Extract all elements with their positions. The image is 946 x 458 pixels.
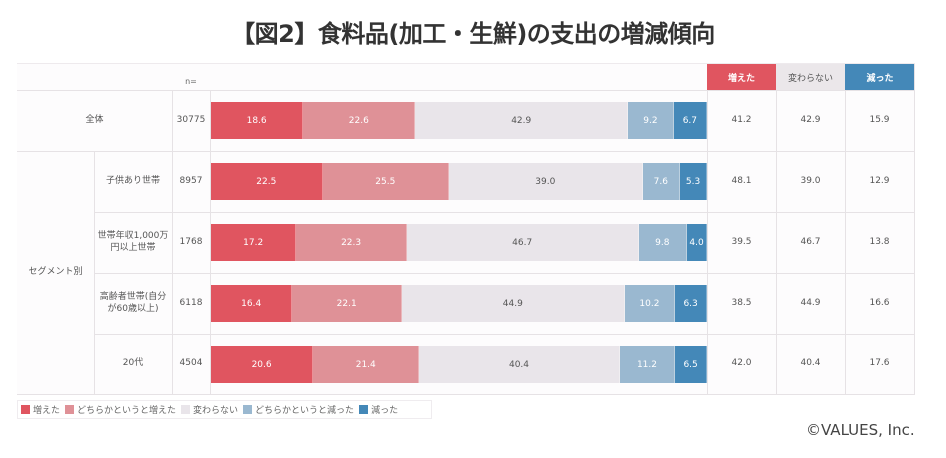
legend-swatch — [21, 405, 30, 414]
summary-header-increased: 増えた — [707, 64, 776, 90]
segment-unchanged: 46.7 — [406, 224, 639, 261]
summary-decreased: 15.9 — [869, 114, 890, 125]
segment-somewhat-decreased: 9.8 — [638, 224, 688, 261]
segment-increased: 16.4 — [211, 285, 293, 322]
row-label-line: 円以上世帯 — [110, 242, 156, 253]
legend-item-somewhat-decreased: どちらかというと減った — [243, 403, 354, 416]
stacked-bar: 22.5 25.5 39.0 7.6 5.3 — [211, 163, 707, 200]
summary-decreased: 17.6 — [869, 358, 890, 369]
summary-unchanged: 39.0 — [800, 175, 821, 186]
row-label-total: 全体 — [85, 114, 104, 125]
chart-table: n= 増えた 変わらない 減った 全体 30775 18.6 22.6 42.9… — [17, 63, 915, 395]
segment-decreased: 4.0 — [687, 224, 707, 261]
n-value: 8957 — [179, 175, 203, 186]
divider — [17, 90, 915, 91]
divider — [17, 394, 915, 395]
segment-decreased: 6.7 — [673, 102, 707, 139]
divider — [845, 90, 846, 395]
copyright-credit: ©VALUES, Inc. — [806, 421, 915, 439]
legend-label: 増えた — [33, 406, 61, 416]
segment-somewhat-increased: 21.4 — [313, 346, 420, 383]
segment-decreased: 6.5 — [675, 346, 707, 383]
legend-label: 減った — [371, 406, 399, 416]
row-label-line: 高齢者世帯(自分 — [99, 292, 167, 303]
divider — [17, 151, 915, 152]
summary-increased: 39.5 — [731, 236, 752, 247]
divider — [94, 273, 915, 274]
row-label-line: 世帯年収1,000万 — [97, 231, 169, 242]
summary-decreased: 12.9 — [869, 175, 890, 186]
summary-decreased: 13.8 — [869, 236, 890, 247]
legend: 増えた どちらかというと増えた 変わらない どちらかというと減った 減った — [17, 400, 432, 419]
segment-unchanged: 42.9 — [415, 102, 629, 139]
segment-somewhat-increased: 22.1 — [292, 285, 402, 322]
legend-label: 変わらない — [193, 406, 239, 416]
summary-increased: 38.5 — [731, 297, 752, 308]
stacked-bar: 16.4 22.1 44.9 10.2 6.3 — [211, 285, 707, 322]
segment-somewhat-increased: 25.5 — [322, 163, 450, 200]
n-value: 4504 — [179, 358, 203, 369]
stacked-bar: 18.6 22.6 42.9 9.2 6.7 — [211, 102, 707, 139]
segment-somewhat-increased: 22.6 — [303, 102, 416, 139]
row-label: 20代 — [122, 358, 144, 369]
row-label: 子供あり世帯 — [105, 175, 160, 186]
summary-header-decreased: 減った — [845, 64, 915, 90]
group-label-segment: セグメント別 — [28, 266, 83, 277]
legend-swatch — [359, 405, 369, 414]
segment-unchanged: 39.0 — [449, 163, 643, 200]
n-value: 6118 — [179, 297, 203, 308]
legend-item-unchanged: 変わらない — [181, 403, 238, 416]
segment-unchanged: 40.4 — [419, 346, 620, 383]
row-label: 高齢者世帯(自分 が60歳以上) — [94, 273, 172, 334]
summary-increased: 41.2 — [731, 114, 752, 125]
summary-decreased: 16.6 — [869, 297, 890, 308]
divider — [94, 212, 915, 213]
segment-increased: 18.6 — [211, 102, 304, 139]
segment-increased: 17.2 — [211, 224, 297, 261]
chart-title: 【図2】食料品(加工・生鮮)の支出の増減傾向 — [231, 20, 715, 48]
legend-label: どちらかというと増えた — [77, 406, 177, 416]
row-label: 世帯年収1,000万 円以上世帯 — [94, 212, 172, 273]
legend-swatch — [65, 405, 75, 414]
legend-item-somewhat-increased: どちらかというと増えた — [65, 403, 176, 416]
legend-swatch — [243, 405, 253, 414]
segment-decreased: 5.3 — [680, 163, 707, 200]
segment-somewhat-decreased: 11.2 — [619, 346, 676, 383]
segment-somewhat-increased: 22.3 — [296, 224, 407, 261]
segment-somewhat-decreased: 7.6 — [642, 163, 681, 200]
summary-unchanged: 40.4 — [800, 358, 821, 369]
divider — [914, 64, 915, 395]
summary-unchanged: 42.9 — [800, 114, 821, 125]
segment-unchanged: 44.9 — [401, 285, 625, 322]
divider — [94, 334, 915, 335]
n-value: 1768 — [179, 236, 203, 247]
legend-label: どちらかというと減った — [255, 406, 355, 416]
divider — [172, 90, 173, 395]
stacked-bar: 17.2 22.3 46.7 9.8 4.0 — [211, 224, 707, 261]
divider — [210, 90, 211, 395]
segment-increased: 20.6 — [211, 346, 314, 383]
segment-somewhat-decreased: 9.2 — [628, 102, 674, 139]
legend-item-decreased: 減った — [359, 403, 398, 416]
n-header: n= — [185, 76, 197, 86]
summary-increased: 42.0 — [731, 358, 752, 369]
legend-item-increased: 増えた — [21, 403, 60, 416]
segment-somewhat-decreased: 10.2 — [624, 285, 676, 322]
summary-increased: 48.1 — [731, 175, 752, 186]
summary-unchanged: 44.9 — [800, 297, 821, 308]
row-label-line: が60歳以上) — [107, 303, 159, 314]
segment-increased: 22.5 — [211, 163, 323, 200]
segment-decreased: 6.3 — [675, 285, 707, 322]
divider — [776, 90, 777, 395]
legend-swatch — [181, 405, 191, 414]
divider — [94, 151, 95, 395]
summary-unchanged: 46.7 — [800, 236, 821, 247]
divider — [707, 90, 708, 395]
summary-header-unchanged: 変わらない — [776, 64, 845, 90]
stacked-bar: 20.6 21.4 40.4 11.2 6.5 — [211, 346, 707, 383]
n-value: 30775 — [176, 114, 206, 125]
